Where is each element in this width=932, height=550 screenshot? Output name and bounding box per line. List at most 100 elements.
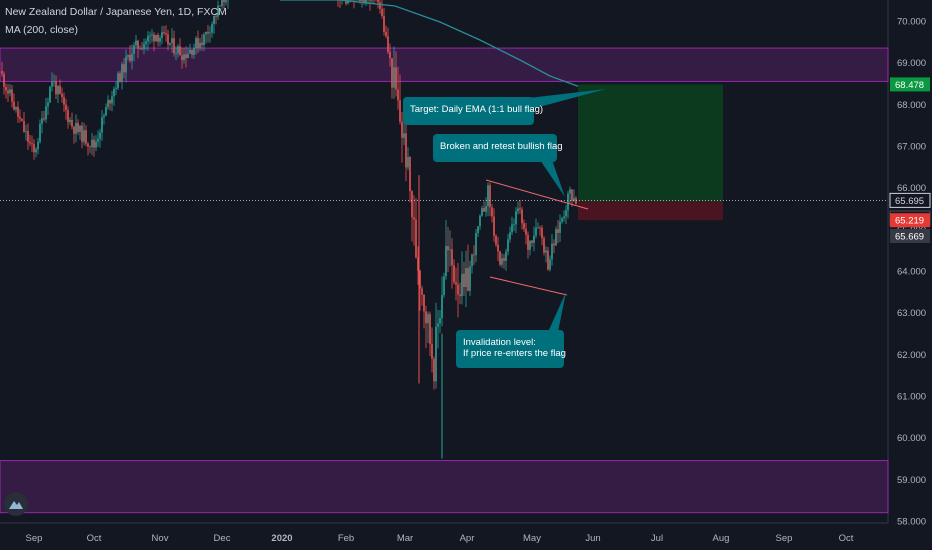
price-tick-label: 59.000	[897, 475, 926, 486]
candle-body	[1, 71, 3, 74]
candle-body	[387, 36, 389, 52]
candle-body	[209, 32, 211, 34]
candle-body	[185, 54, 187, 59]
candle-body	[93, 139, 95, 148]
candle-body	[55, 81, 57, 95]
candle-body	[177, 46, 179, 54]
candle-body	[19, 116, 21, 119]
candle-body	[47, 102, 49, 107]
stop-price-tag: 65.219	[895, 216, 924, 227]
price-tick-label: 67.000	[897, 142, 926, 153]
candle-body	[541, 227, 543, 239]
candle-body	[101, 117, 103, 133]
candle-body	[213, 15, 215, 25]
target-callout[interactable]: Target: Daily EMA (1:1 bull flag)	[403, 89, 606, 125]
candle-body	[197, 38, 199, 49]
candle-body	[129, 54, 131, 61]
price-tick-label: 58.000	[897, 517, 926, 528]
candle-body	[135, 40, 137, 46]
candle-body	[161, 32, 163, 38]
candle-body	[21, 118, 23, 121]
candle-body	[171, 38, 173, 43]
candle-body	[377, 0, 379, 3]
candle-body	[133, 45, 135, 54]
zone-lower-support[interactable]	[0, 460, 889, 514]
candle-body	[67, 110, 69, 123]
price-tick-label: 69.000	[897, 58, 926, 69]
candle-body	[447, 246, 449, 251]
candle-body	[371, 0, 373, 1]
symbol-title[interactable]: New Zealand Dollar / Japanese Yen, 1D, F…	[5, 6, 227, 18]
tradingview-logo-icon[interactable]	[4, 492, 28, 516]
candle-body	[145, 41, 147, 44]
candle-body	[149, 35, 151, 37]
candle-body	[573, 198, 575, 201]
indicator-legend[interactable]: MA (200, close)	[5, 24, 78, 36]
ma200-line[interactable]	[280, 0, 581, 88]
target-callout-pointer	[520, 89, 606, 110]
candle-body	[439, 317, 441, 324]
candle-body	[423, 294, 425, 312]
target-zone[interactable]	[578, 84, 723, 202]
candle-body	[571, 189, 573, 201]
candle-body	[79, 125, 81, 133]
candle-body	[535, 227, 537, 236]
candle-body	[89, 146, 91, 148]
candle-body	[65, 104, 67, 111]
candle-body	[407, 156, 409, 168]
flag-lower-line[interactable]	[489, 276, 568, 296]
candle-body	[405, 133, 407, 168]
candle-body	[81, 125, 83, 142]
invalidation-callout[interactable]: Invalidation level:If price re-enters th…	[456, 292, 566, 368]
candle-body	[139, 48, 141, 50]
candle-body	[191, 49, 193, 55]
candle-body	[473, 254, 475, 256]
candle-body	[521, 209, 523, 224]
stop-zone[interactable]	[578, 201, 723, 221]
candle-body	[57, 85, 59, 95]
candle-body	[539, 227, 541, 229]
candle-body	[427, 314, 429, 324]
candle-body	[117, 73, 119, 89]
time-axis-label: Jul	[651, 533, 663, 544]
candle-body	[17, 106, 19, 117]
candle-body	[217, 5, 219, 17]
candle-body	[485, 206, 487, 212]
candle-body	[561, 218, 563, 222]
target-callout-text: Target: Daily EMA (1:1 bull flag)	[410, 104, 543, 115]
candle-body	[567, 193, 569, 211]
candle-body	[389, 51, 391, 59]
candle-body	[105, 107, 107, 116]
candle-body	[207, 31, 209, 34]
candle-body	[159, 37, 161, 42]
candle-body	[97, 138, 99, 142]
retest-callout[interactable]: Broken and retest bullish flag	[433, 134, 565, 197]
candle-body	[61, 93, 63, 98]
flag-upper-line[interactable]	[485, 179, 589, 210]
candle-body	[39, 123, 41, 142]
candle-body	[455, 282, 457, 285]
entry-price-tag: 65.669	[895, 232, 924, 243]
price-tick-label: 66.000	[897, 183, 926, 194]
candle-body	[189, 49, 191, 54]
candle-body	[465, 268, 467, 288]
candle-body	[441, 294, 443, 318]
candle-body	[71, 119, 73, 127]
candle-body	[205, 31, 207, 35]
candle-body	[99, 132, 101, 139]
candle-body	[495, 235, 497, 245]
candle-body	[467, 268, 469, 291]
candle-body	[107, 100, 109, 108]
candle-body	[195, 38, 197, 49]
candle-body	[33, 143, 35, 153]
candle-body	[369, 0, 371, 1]
candle-body	[187, 53, 189, 59]
candle-body	[361, 0, 363, 1]
candle-body	[399, 100, 401, 122]
retest-callout-pointer	[540, 160, 565, 197]
candle-body	[75, 122, 77, 134]
candle-body	[9, 89, 11, 94]
candle-body	[529, 240, 531, 250]
zone-upper-resistance[interactable]	[0, 47, 889, 82]
